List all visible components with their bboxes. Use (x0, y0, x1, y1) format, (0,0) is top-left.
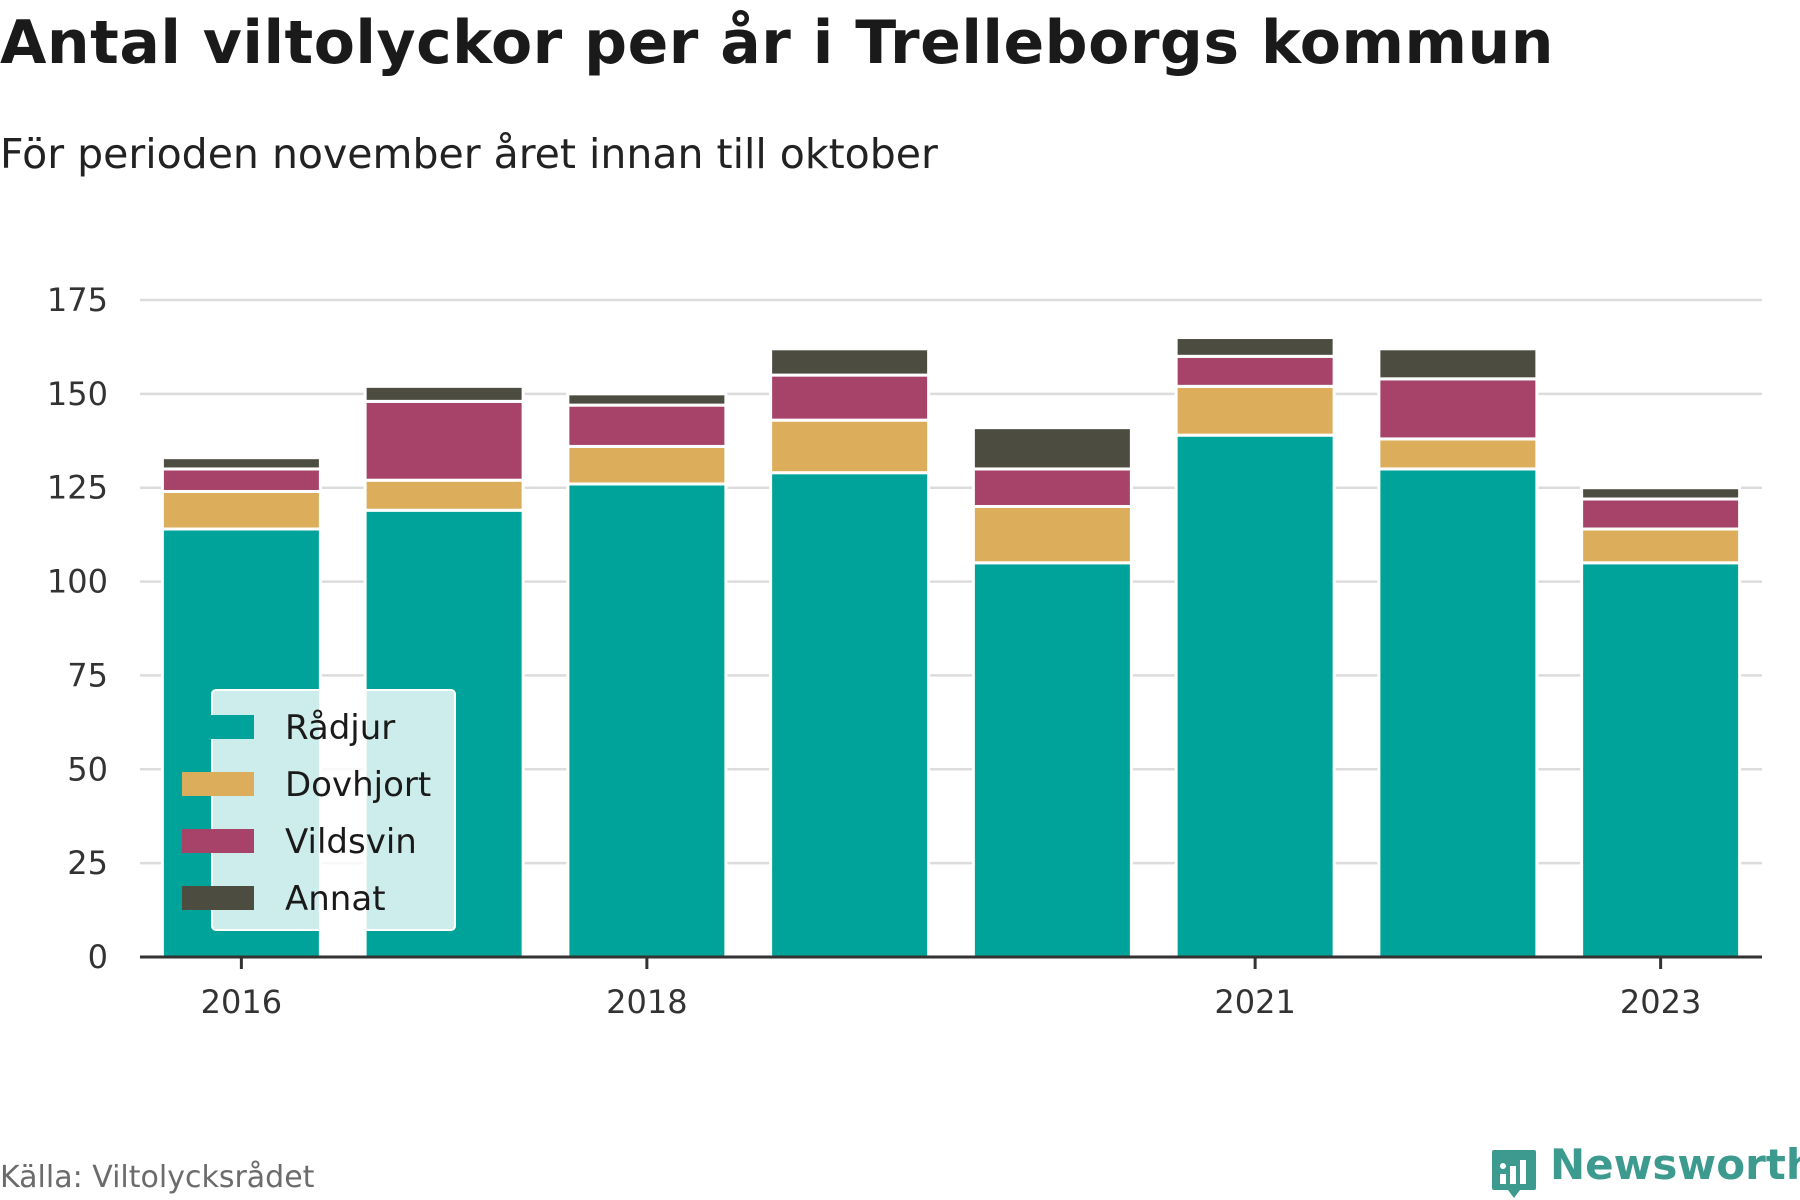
legend-label: Vildsvin (285, 822, 417, 862)
bar-segment-annat (1174, 336, 1336, 358)
bar-segment-vildsvin (160, 467, 322, 493)
x-axis-labels: 2016 2018 2021 2023 (201, 983, 1702, 1021)
bar-segment-rådjur (1174, 433, 1336, 959)
legend-box (211, 689, 456, 931)
bar-segment-annat (160, 456, 322, 471)
bar-segment-vildsvin (1174, 354, 1336, 388)
bar-segment-rådjur (971, 561, 1133, 959)
chart-title: Antal viltolyckor per år i Trelleborgs k… (0, 8, 1554, 78)
x-tick-label: 2016 (201, 983, 282, 1021)
legend-label: Annat (285, 879, 386, 919)
legend: Rådjur Dovhjort Vildsvin Annat (182, 689, 456, 931)
legend-label: Rådjur (285, 708, 395, 748)
y-tick-label: 175 (47, 281, 108, 319)
legend-swatch-annat (182, 886, 254, 910)
bar-segment-dovhjort (363, 478, 525, 512)
source-note: Källa: Viltolycksrådet (0, 1160, 315, 1195)
y-axis-labels: 0 25 50 75 100 125 150 175 (47, 281, 108, 976)
x-tick-label: 2018 (606, 983, 687, 1021)
bar-segment-dovhjort (1174, 384, 1336, 437)
bar-segment-rådjur (1377, 467, 1539, 959)
y-tick-label: 100 (47, 563, 108, 601)
bar-segment-vildsvin (1580, 497, 1742, 531)
bar-segment-annat (566, 392, 728, 407)
y-tick-label: 0 (88, 938, 108, 976)
x-tick-label: 2021 (1214, 983, 1295, 1021)
bar-segment-vildsvin (363, 399, 525, 482)
brand-logo: Newsworthy (1490, 1140, 1800, 1200)
bar-segment-annat (971, 426, 1133, 471)
bar-segment-dovhjort (566, 444, 728, 486)
bar-segment-dovhjort (160, 489, 322, 531)
bar-segment-dovhjort (1580, 527, 1742, 565)
bar-segment-vildsvin (566, 403, 728, 448)
x-axis (140, 955, 1762, 969)
bar-segment-annat (363, 384, 525, 403)
bar-segment-vildsvin (971, 467, 1133, 508)
bar-segment-annat (1580, 486, 1742, 501)
bar-segment-dovhjort (1377, 437, 1539, 471)
y-tick-label: 25 (67, 844, 108, 882)
bar-segment-annat (769, 347, 931, 377)
legend-swatch-rådjur (182, 715, 254, 739)
legend-swatch-vildsvin (182, 829, 254, 853)
legend-swatch-dovhjort (182, 772, 254, 796)
bar-segment-vildsvin (1377, 377, 1539, 441)
bar-segment-dovhjort (971, 504, 1133, 565)
x-tick-label: 2023 (1620, 983, 1701, 1021)
bar-segment-vildsvin (769, 373, 931, 422)
bar-segment-annat (1377, 347, 1539, 381)
y-tick-label: 150 (47, 375, 108, 413)
chart-subtitle: För perioden november året innan till ok… (0, 130, 938, 178)
y-tick-label: 50 (67, 750, 108, 788)
bar-segment-rådjur (1580, 561, 1742, 959)
legend-label: Dovhjort (285, 765, 431, 805)
bar-segment-rådjur (769, 471, 931, 959)
bar-segment-rådjur (566, 482, 728, 959)
bars (160, 336, 1742, 959)
y-tick-label: 125 (47, 469, 108, 507)
newsworthy-logo-icon (1492, 1150, 1536, 1198)
bar-segment-dovhjort (769, 418, 931, 475)
y-tick-label: 75 (67, 656, 108, 694)
brand-name: Newsworthy (1550, 1140, 1800, 1189)
